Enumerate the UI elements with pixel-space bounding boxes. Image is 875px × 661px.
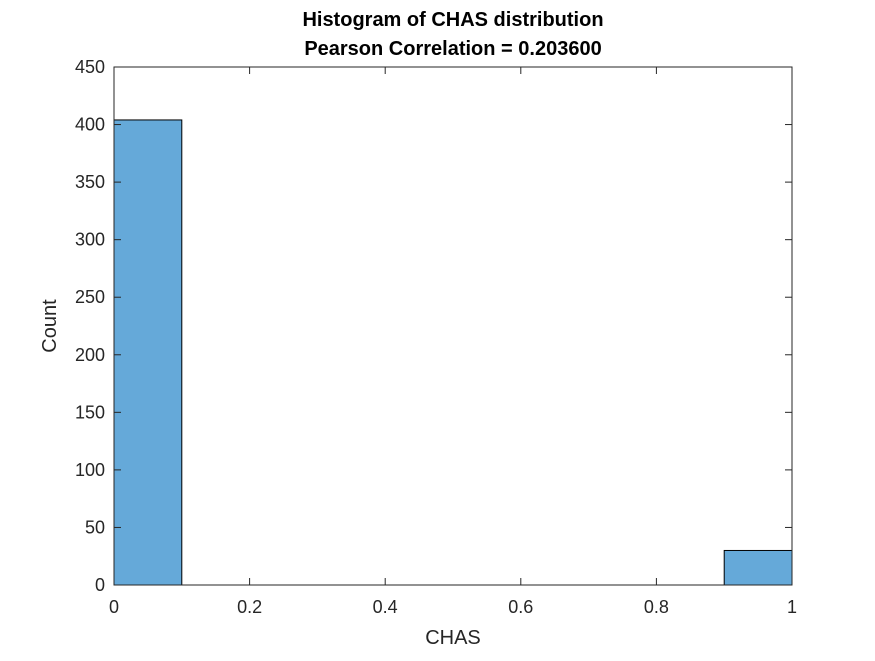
y-tick-label: 250	[75, 287, 105, 307]
y-tick-label: 150	[75, 402, 105, 422]
ticks-group	[113, 66, 793, 586]
y-tick-label: 450	[75, 57, 105, 77]
y-tick-label: 350	[75, 172, 105, 192]
x-tick-label: 1	[787, 597, 797, 617]
histogram-bar-9	[723, 549, 793, 586]
y-tick-label: 400	[75, 115, 105, 135]
y-tick-label: 200	[75, 345, 105, 365]
x-tick-labels: 0 0.2 0.4 0.6 0.8 1	[109, 597, 797, 617]
y-tick-label: 0	[95, 575, 105, 595]
x-axis-label: CHAS	[425, 627, 481, 649]
y-axis-label: Count	[39, 299, 61, 353]
y-tick-label: 300	[75, 230, 105, 250]
chart-title: Histogram of CHAS distribution	[302, 9, 603, 31]
x-tick-label: 0.2	[237, 597, 262, 617]
x-tick-label: 0	[109, 597, 119, 617]
y-tick-label: 50	[85, 517, 105, 537]
axes-box	[113, 66, 793, 586]
x-tick-label: 0.6	[508, 597, 533, 617]
y-tick-labels: 0 50 100 150 200 250 300 350 400 450	[75, 57, 105, 595]
chart-subtitle: Pearson Correlation = 0.203600	[304, 38, 601, 60]
histogram-bar-0	[113, 119, 183, 586]
bars-group	[113, 119, 793, 586]
x-tick-label: 0.8	[644, 597, 669, 617]
y-tick-label: 100	[75, 460, 105, 480]
x-tick-label: 0.4	[373, 597, 398, 617]
